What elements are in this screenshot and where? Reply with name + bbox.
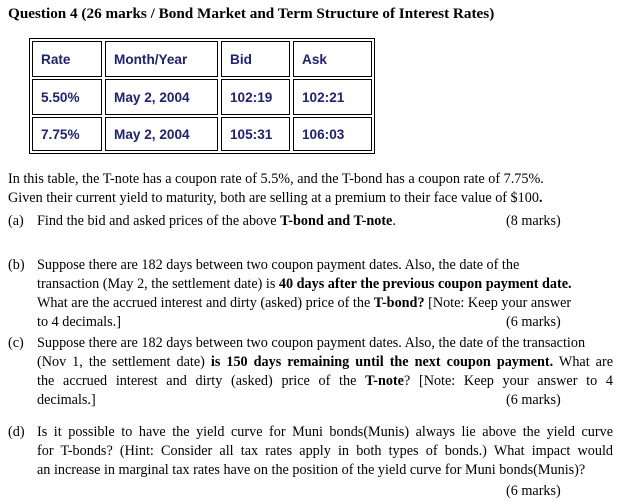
cell-month-year: May 2, 2004: [105, 79, 218, 115]
intro-line: In this table, the T-note has a coupon r…: [8, 171, 544, 187]
cell-ask: 106:03: [293, 117, 372, 151]
part-c-line: (Nov 1, the settlement date) is 150 days…: [37, 354, 613, 370]
intro-line: Given their current yield to maturity, b…: [8, 189, 542, 208]
cell-bid: 105:31: [221, 117, 290, 151]
cell-bid: 102:19: [221, 79, 290, 115]
marks-label: (6 marks): [506, 483, 561, 499]
part-b-line: to 4 decimals.]: [37, 314, 121, 330]
cell-rate: 5.50%: [32, 79, 102, 115]
part-label: (a): [8, 213, 24, 229]
header-bid: Bid: [221, 41, 290, 77]
cell-rate: 7.75%: [32, 117, 102, 151]
marks-label: (8 marks): [506, 213, 561, 229]
part-d-line: Is it possible to have the yield curve f…: [37, 424, 613, 440]
part-c-line: decimals.]: [37, 392, 96, 408]
part-d-line: for T-bonds? (Hint: Consider all tax rat…: [37, 443, 613, 459]
header-rate: Rate: [32, 41, 102, 77]
part-b-line: transaction (May 2, the settlement date)…: [37, 276, 572, 292]
intro-period: .: [538, 190, 543, 206]
part-label: (c): [8, 335, 24, 351]
marks-label: (6 marks): [506, 314, 561, 330]
part-d-line: an increase in marginal tax rates have o…: [37, 462, 586, 478]
part-c-line: Suppose there are 182 days between two c…: [37, 335, 586, 351]
part-a-text: Find the bid and asked prices of the abo…: [37, 213, 396, 229]
bond-quote-table: Rate Month/Year Bid Ask 5.50% May 2, 200…: [29, 38, 375, 154]
marks-label: (6 marks): [506, 392, 561, 408]
part-c-line: the accrued interest and dirty (asked) p…: [37, 373, 613, 389]
cell-ask: 102:21: [293, 79, 372, 115]
intro-text: Given their current yield to maturity, b…: [8, 190, 539, 206]
question-title: Question 4 (26 marks / Bond Market and T…: [8, 5, 495, 22]
cell-month-year: May 2, 2004: [105, 117, 218, 151]
part-label: (b): [8, 257, 25, 273]
header-ask: Ask: [293, 41, 372, 77]
part-label: (d): [8, 424, 25, 440]
part-b-line: Suppose there are 182 days between two c…: [37, 257, 520, 273]
part-b-line: What are the accrued interest and dirty …: [37, 295, 572, 311]
header-month-year: Month/Year: [105, 41, 218, 77]
